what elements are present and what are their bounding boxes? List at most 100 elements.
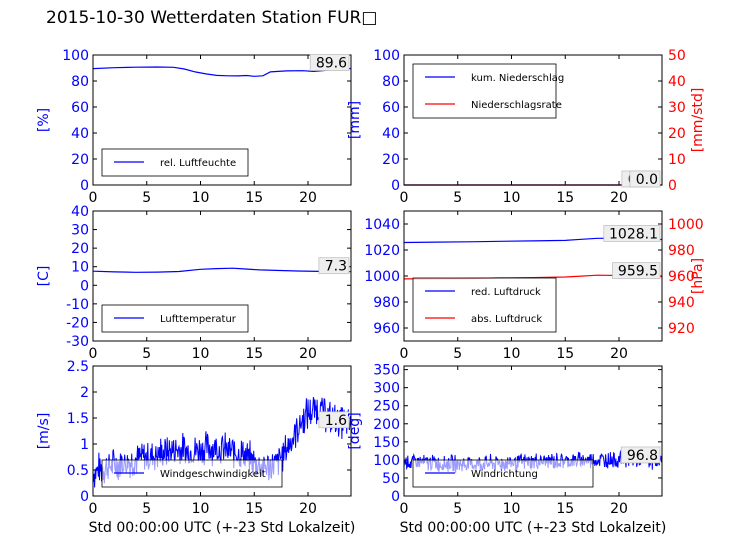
legend: Lufttemperatur [101,304,249,333]
x-tick-label: 20 [299,190,317,206]
y2-tick-label: 40 [668,74,686,90]
axes-frame [403,210,663,342]
x-tick-label: 0 [89,190,98,206]
y-tick-label: 20 [382,152,400,168]
x-tick-label: 5 [142,346,151,362]
y2-tick-label: 30 [668,100,686,116]
y-tick-label: 300 [373,381,400,397]
x-tick-label: 20 [299,346,317,362]
y2-tick-label: 10 [668,152,686,168]
legend-label: rel. Luftfeuchte [160,158,236,169]
legend: kum. Niederschlag Niederschlagsrate [412,63,564,119]
x-tick-label: 20 [299,501,317,517]
value-label: 1028.1 [609,226,658,242]
value-label-box [620,446,661,464]
value-label-box [629,170,661,188]
y-tick-label: 40 [71,126,89,142]
y-tick-label: -10 [66,297,89,313]
y-axis-label: [mm] [347,101,363,139]
x-tick-label: 15 [245,346,263,362]
y-tick-label: 250 [373,399,400,415]
panel-middle-right: 0 5 10 15 20 960 980 1000 1020 1040 920 940 960 980 10… [364,210,706,362]
y-tick-label: 0 [80,278,89,294]
y2-tick-label: 1000 [668,217,704,233]
x-tick-label: 5 [453,346,462,362]
y-tick-label: 1.5 [67,411,89,427]
panel-bottom-right: 0 5 10 15 20050100150200250300350[deg]96.8Wi… [347,363,666,536]
y-tick-label: 60 [382,100,400,116]
x-tick-label: 10 [192,190,210,206]
x-tick-label: 10 [503,346,521,362]
legend: Windrichtung [412,459,594,488]
legend: red. Luftdruck abs. Luftdruck [412,277,557,333]
y2-tick-label: 50 [668,48,686,64]
x-tick-label: 0 [89,501,98,517]
figure-title: 2015-10-30 Wetterdaten Station FUR□ [46,8,378,28]
y2-tick-label: 920 [668,321,695,337]
value-label: 959.5 [618,264,658,280]
y-tick-label: 0 [391,489,400,505]
y-tick-label: 0 [80,489,89,505]
y-tick-label: 150 [373,435,400,451]
y-tick-label: 40 [382,126,400,142]
y-tick-label: 50 [382,471,400,487]
legend-label: kum. Niederschlag [471,73,564,84]
y-tick-label: 0.5 [67,463,89,479]
y-tick-label: 100 [62,48,89,64]
legend-label: abs. Luftdruck [471,314,542,325]
x-tick-label: 10 [503,501,521,517]
y2-tick-label: 980 [668,243,695,259]
y-tick-label: 40 [71,204,89,220]
y-tick-label: 1020 [364,243,400,259]
legend-box [412,277,557,333]
value-label: 96.8 [627,448,658,464]
y-tick-label: -20 [66,315,89,331]
legend-label: Windgeschwindigkeit [160,469,266,480]
value-label-box [318,257,350,275]
legend-label: Niederschlagsrate [471,100,562,111]
y-tick-label: 20 [71,152,89,168]
y-tick-label: 1040 [364,217,400,233]
x-tick-label: 5 [142,501,151,517]
y-tick-label: 960 [373,321,400,337]
value-label-box [612,262,661,279]
y-tick-label: 30 [71,223,89,239]
x-tick-label: 15 [245,501,263,517]
value-label: 1.6 [325,413,347,429]
axes-frame [92,54,352,186]
legend: rel. Luftfeuchte [101,148,249,177]
series-line-rel-luftfeuchte [92,66,352,77]
x-axis-label: Std 00:00:00 UTC (+-23 Std Lokalzeit) [89,520,356,536]
y-tick-label: 80 [71,74,89,90]
x-tick-label: 0 [89,346,98,362]
x-tick-label: 10 [192,346,210,362]
legend-label: red. Luftdruck [471,287,541,298]
y-tick-label: 100 [373,48,400,64]
value-label: 7.3 [325,259,347,275]
axes-frame [403,365,663,497]
legend-label: Windrichtung [471,469,538,480]
x-tick-label: 5 [453,190,462,206]
x-tick-label: 5 [453,501,462,517]
x-tick-label: 0 [400,501,409,517]
y-tick-label: 0 [80,178,89,194]
y2-tick-label: 940 [668,295,695,311]
legend: Windgeschwindigkeit [101,459,283,488]
y-tick-label: -30 [66,334,89,350]
y2-tick-label: 20 [668,126,686,142]
x-tick-label: 10 [192,501,210,517]
value-label-box [318,411,350,429]
y-tick-label: 200 [373,417,400,433]
y2-axis-label: [hPa] [690,258,706,294]
x-tick-label: 15 [556,501,574,517]
y-tick-label: 100 [373,453,400,469]
y-tick-label: 2.5 [67,359,89,375]
legend-box [101,148,249,177]
y-tick-label: 20 [71,241,89,257]
x-tick-label: 5 [142,190,151,206]
x-tick-label: 0 [400,346,409,362]
y-tick-label: 60 [71,100,89,116]
series-line-lufttemperatur [92,267,352,273]
